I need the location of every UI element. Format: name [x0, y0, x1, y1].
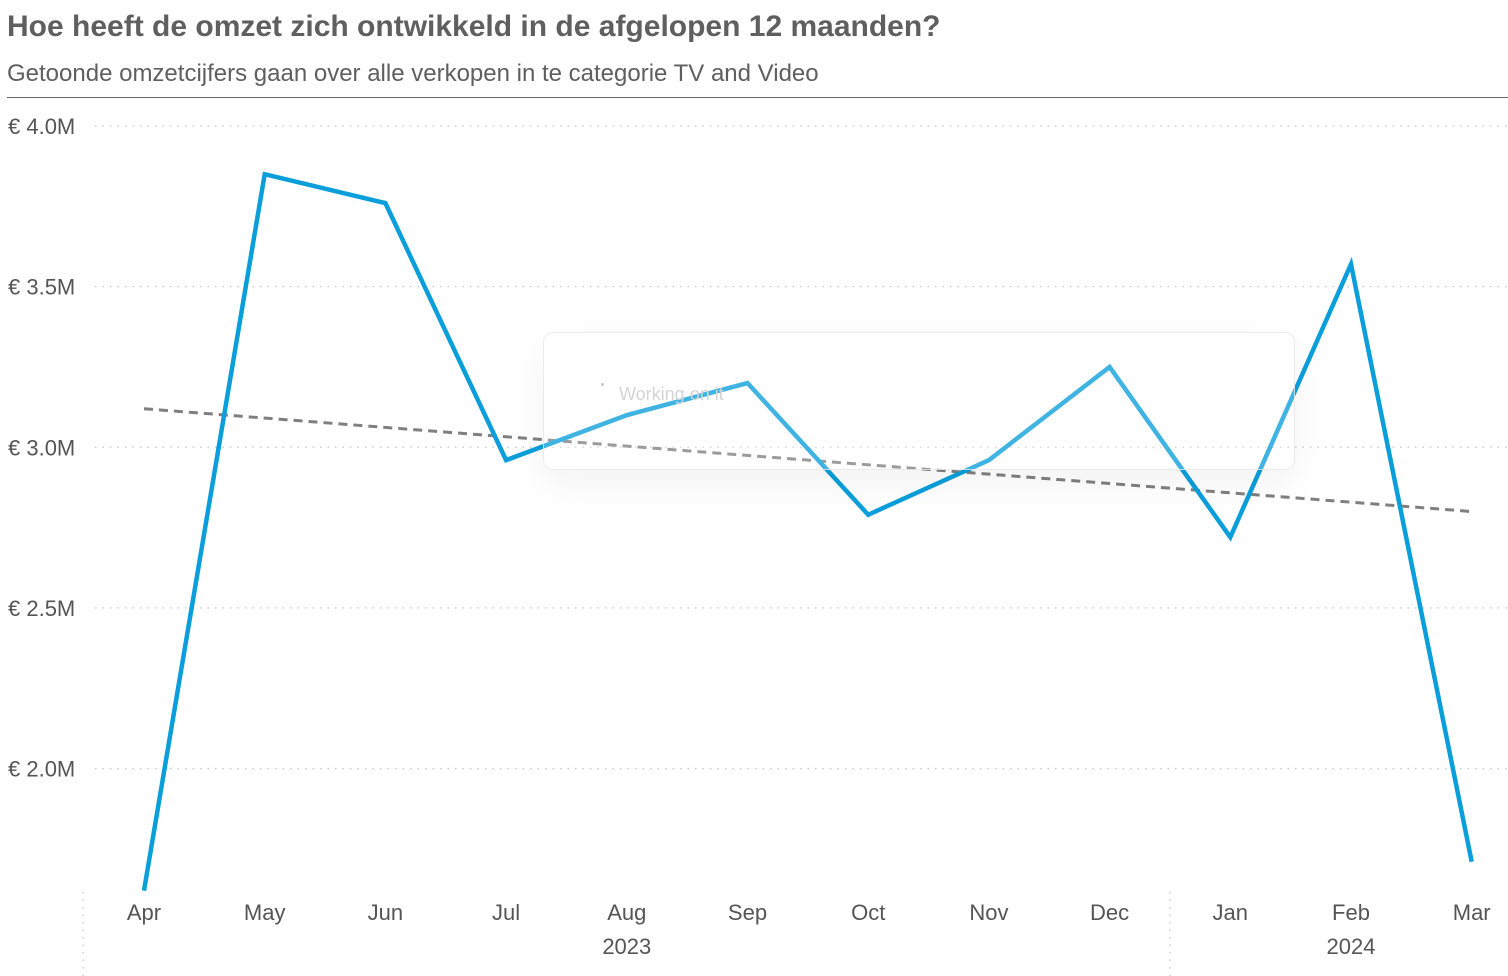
series-lines	[141, 171, 1474, 892]
trendline	[143, 407, 1472, 514]
loading-overlay: Working on it	[543, 332, 1295, 470]
chart-title: Hoe heeft de omzet zich ontwikkeld in de…	[7, 10, 941, 43]
x-group-label: 2024	[1327, 934, 1376, 959]
x-tick-label: Jul	[492, 900, 520, 925]
y-axis: € 2.0M € 2.5M € 3.0M € 3.5M € 4.0M	[8, 114, 75, 782]
x-group-label: 2023	[602, 934, 651, 959]
x-tick-label: Sep	[728, 900, 767, 925]
y-tick-label: € 2.0M	[8, 757, 75, 782]
x-tick-label: May	[244, 900, 286, 925]
x-tick-label: Nov	[969, 900, 1008, 925]
loading-spinner-icon	[601, 383, 604, 386]
x-tick-label: Feb	[1332, 900, 1370, 925]
x-axis: Apr May Jun Jul Aug Sep Oct Nov Dec Jan Feb Mar 2023…	[127, 900, 1491, 959]
chart-subtitle: Getoonde omzetcijfers gaan over alle ver…	[7, 60, 819, 87]
loading-text: Working on it	[619, 384, 724, 404]
x-tick-label: Jun	[368, 900, 403, 925]
x-tick-label: Oct	[851, 900, 885, 925]
x-tick-label: Apr	[127, 900, 161, 925]
x-tick-label: Mar	[1453, 900, 1491, 925]
header-divider	[7, 97, 1508, 98]
x-tick-label: Aug	[607, 900, 646, 925]
y-tick-label: € 4.0M	[8, 114, 75, 139]
y-tick-label: € 2.5M	[8, 596, 75, 621]
series-line	[141, 171, 1474, 892]
y-tick-label: € 3.5M	[8, 275, 75, 300]
trend-line	[143, 407, 1472, 514]
y-tick-label: € 3.0M	[8, 435, 75, 460]
x-tick-label: Jan	[1213, 900, 1248, 925]
x-tick-label: Dec	[1090, 900, 1129, 925]
